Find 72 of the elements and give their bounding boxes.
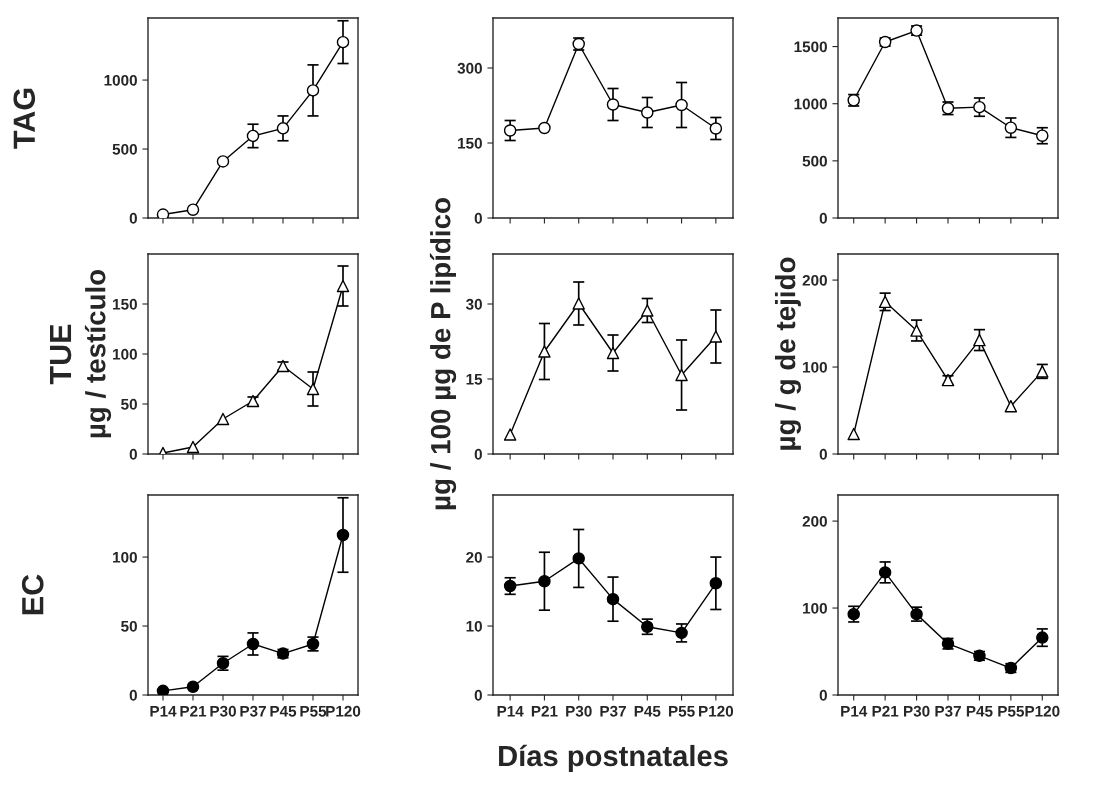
point <box>306 382 320 396</box>
point <box>186 440 200 454</box>
y2-axis-title: µg / 100 µg de P lipídico <box>429 198 457 510</box>
y-tick-label: 150 <box>113 298 137 310</box>
point <box>641 304 654 317</box>
x-tick-label: P30 <box>566 705 592 717</box>
y-tick-label: 200 <box>802 274 827 286</box>
y-tick-label: 0 <box>474 448 482 460</box>
y-tick-label: 30 <box>465 298 482 310</box>
point <box>973 333 986 347</box>
y-tick-label: 0 <box>474 212 482 224</box>
y-tick-label: 150 <box>458 137 482 149</box>
point <box>606 346 620 360</box>
y-axis-title: TAG <box>13 88 36 149</box>
point <box>709 330 723 343</box>
x-tick-label: P55 <box>669 705 695 717</box>
y2-axis-title: µg / g de tejido <box>774 257 802 450</box>
x-tick-label: P30 <box>904 705 930 717</box>
y-tick-label: 100 <box>803 361 827 373</box>
point <box>675 368 688 382</box>
x-tick-label: P55 <box>998 705 1025 717</box>
y-axis-title: TUE <box>50 324 72 385</box>
y-tick-label: 0 <box>129 448 137 460</box>
x-tick-label: P55 <box>300 705 327 717</box>
point <box>503 428 517 441</box>
y-tick-label: 10 <box>466 620 482 632</box>
x-tick-label: P37 <box>240 705 266 717</box>
x-tick-label: P14 <box>150 705 177 717</box>
x-tick-label: P45 <box>270 705 297 717</box>
point <box>1004 399 1018 413</box>
y-tick-label: 200 <box>802 515 827 527</box>
point <box>910 324 923 337</box>
y-tick-label: 100 <box>113 348 137 360</box>
x-tick-label: P45 <box>966 705 993 717</box>
x-tick-label: P14 <box>841 705 868 717</box>
y-tick-label: 50 <box>121 620 137 632</box>
x-tick-label: P120 <box>1025 705 1060 717</box>
x-tick-label: P21 <box>180 705 207 717</box>
y-tick-label: 50 <box>121 398 137 410</box>
x-tick-label: P21 <box>872 705 899 717</box>
x-tick-label: P120 <box>326 705 361 717</box>
point <box>216 412 230 426</box>
y-tick-label: 0 <box>474 689 482 701</box>
y-tick-label: 0 <box>819 212 827 224</box>
y-tick-label: 0 <box>819 448 827 460</box>
y-tick-label: 300 <box>457 62 482 74</box>
y-tick-label: 0 <box>819 689 827 701</box>
x-tick-label: P21 <box>531 705 558 717</box>
point <box>336 279 350 293</box>
y2-axis-title: µg / testículo <box>84 269 112 438</box>
y-tick-label: 1000 <box>794 98 827 110</box>
y-axis-title: EC <box>21 574 44 615</box>
point <box>572 297 585 310</box>
x-tick-label: P37 <box>600 705 626 717</box>
y-tick-label: 500 <box>112 143 137 155</box>
x-tick-label: P14 <box>497 705 524 717</box>
point <box>847 427 860 441</box>
y-tick-label: 20 <box>466 551 482 563</box>
y-tick-label: 100 <box>113 551 137 563</box>
y-tick-label: 0 <box>129 689 137 701</box>
y-tick-label: 1000 <box>104 74 137 86</box>
y-tick-label: 500 <box>802 155 827 167</box>
y-tick-label: 15 <box>466 374 483 385</box>
x-tick-label: P30 <box>210 705 236 717</box>
point <box>538 345 551 358</box>
x-tick-label: P120 <box>699 705 734 717</box>
x-tick-label: P37 <box>935 705 961 717</box>
x-tick-label: P45 <box>634 705 661 717</box>
y-tick-label: 1500 <box>794 41 827 53</box>
x-axis-title: Días postnatales <box>499 744 728 773</box>
y-tick-label: 100 <box>803 602 827 614</box>
y-tick-label: 0 <box>129 212 137 224</box>
